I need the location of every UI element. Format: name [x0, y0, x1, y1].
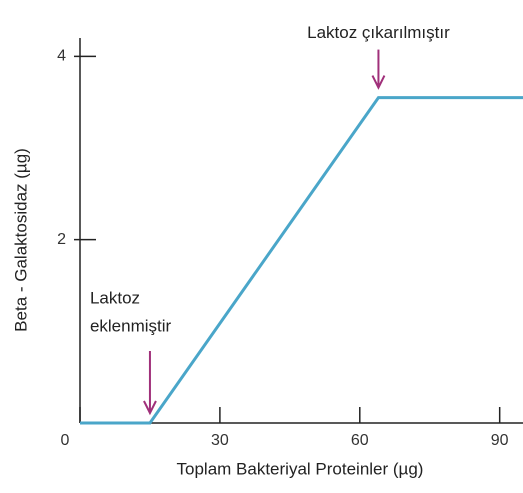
- annotation-text: Laktoz: [90, 288, 140, 307]
- y-tick-label: 2: [57, 231, 66, 248]
- x-tick-label: 60: [351, 432, 369, 449]
- x-tick-label: 0: [61, 432, 70, 449]
- x-axis-label: Toplam Bakteriyal Proteinler (µg): [177, 459, 424, 478]
- arrow-head: [371, 75, 386, 90]
- x-tick-label: 30: [211, 432, 229, 449]
- annotation-text: Laktoz çıkarılmıştır: [307, 23, 450, 42]
- x-tick-label: 90: [491, 432, 509, 449]
- y-tick-label: 4: [57, 48, 66, 65]
- annotation-text: eklenmiştir: [90, 316, 172, 335]
- y-axis-label: Beta - Galaktosidaz (µg): [11, 148, 30, 332]
- arrow-head: [143, 400, 157, 416]
- line: [80, 96, 523, 425]
